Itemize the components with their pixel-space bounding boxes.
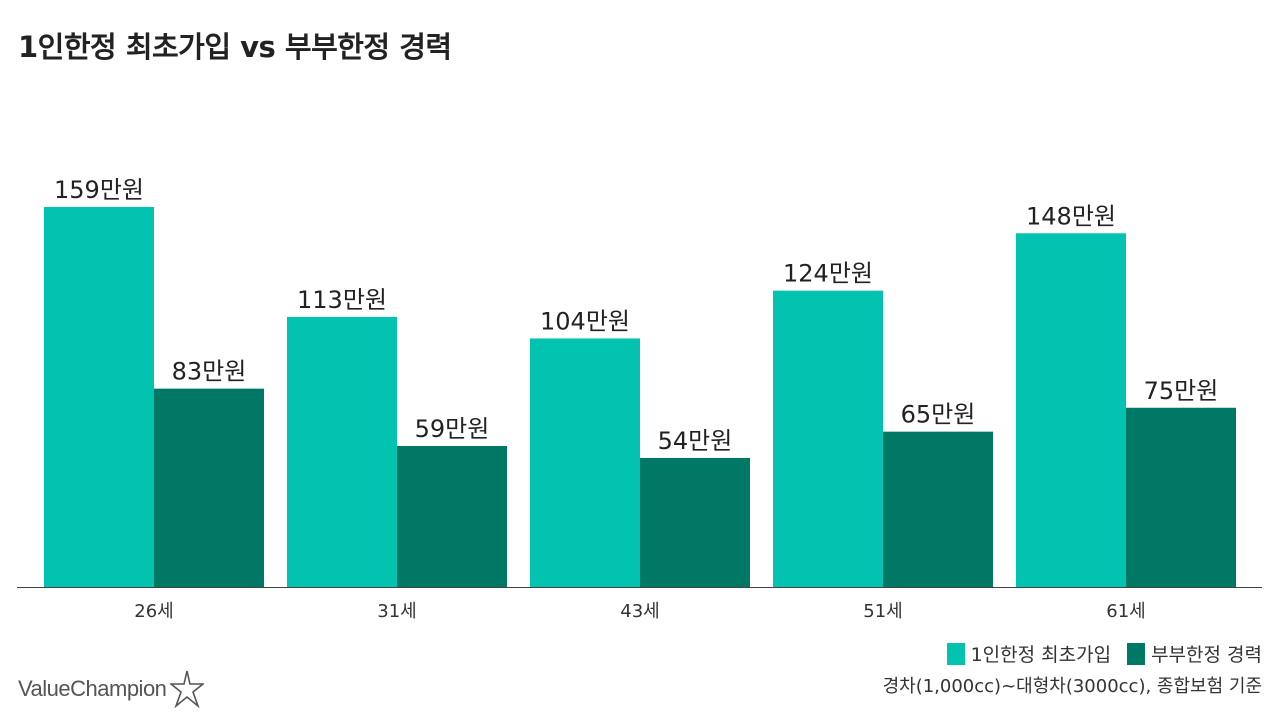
data-label: 159만원 — [54, 176, 144, 204]
x-tick-label: 31세 — [377, 601, 416, 622]
legend: 1인한정 최초가입 부부한정 경력 — [931, 640, 1262, 667]
bar — [154, 388, 264, 587]
bar — [640, 457, 750, 587]
data-label: 75만원 — [1144, 377, 1219, 405]
bar — [1126, 407, 1236, 587]
logo-text: ValueChampion — [18, 676, 167, 701]
x-tick-label: 26세 — [134, 601, 173, 622]
bar — [44, 207, 154, 587]
chart-title: 1인한정 최초가입 vs 부부한정 경력 — [18, 30, 452, 64]
data-label: 124만원 — [783, 260, 873, 288]
x-tick-label: 43세 — [620, 601, 659, 622]
data-label: 59만원 — [415, 415, 490, 443]
chart-note: 경차(1,000cc)~대형차(3000cc), 종합보험 기준 — [882, 676, 1262, 697]
star-icon — [170, 670, 205, 708]
data-label: 113만원 — [297, 286, 387, 314]
bar — [530, 338, 640, 587]
legend-label-0: 1인한정 최초가입 — [970, 644, 1112, 666]
data-label: 148만원 — [1026, 202, 1116, 230]
bar — [883, 431, 993, 587]
bar — [773, 290, 883, 587]
data-label: 54만원 — [658, 427, 733, 455]
logo: ValueChampion — [18, 670, 205, 708]
data-label: 83만원 — [172, 358, 247, 386]
x-tick-label: 51세 — [863, 601, 902, 622]
bar — [397, 445, 507, 587]
legend-swatch-1 — [1127, 642, 1146, 665]
data-label: 104만원 — [540, 307, 630, 335]
bar — [287, 316, 397, 587]
bar — [1016, 233, 1126, 587]
x-tick-label: 61세 — [1106, 601, 1145, 622]
data-label: 65만원 — [901, 401, 976, 429]
legend-label-1: 부부한정 경력 — [1151, 644, 1262, 666]
legend-swatch-0 — [946, 642, 965, 665]
